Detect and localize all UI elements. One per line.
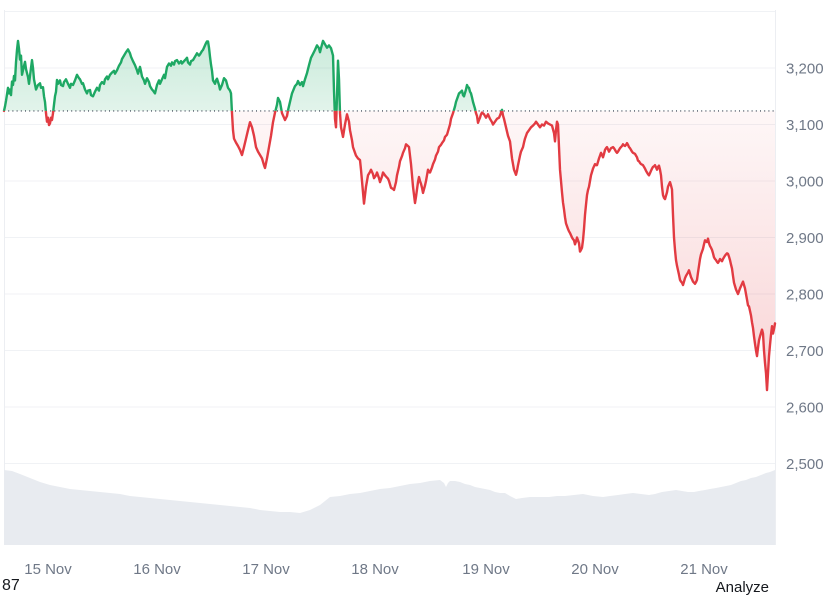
x-axis-tick-label: 15 Nov — [24, 561, 72, 578]
x-axis-tick-label: 19 Nov — [462, 561, 510, 578]
y-axis-tick-label: 3,000 — [786, 174, 824, 191]
price-line-down — [2, 110, 777, 392]
y-axis-tick-label: 2,800 — [786, 287, 824, 304]
x-axis-tick-label: 17 Nov — [242, 561, 290, 578]
x-axis-tick-label: 16 Nov — [133, 561, 181, 578]
x-axis-tick-label: 18 Nov — [351, 561, 399, 578]
y-axis-tick-label: 3,200 — [786, 61, 824, 78]
area-below-baseline — [45, 110, 775, 391]
x-axis-tick-label: 20 Nov — [571, 561, 619, 578]
y-axis-tick-label: 2,900 — [786, 230, 824, 247]
y-axis-tick-label: 2,600 — [786, 400, 824, 417]
price-line-up — [2, 39, 504, 111]
y-axis-tick-label: 3,100 — [786, 117, 824, 134]
x-axis-tick-label: 21 Nov — [680, 561, 728, 578]
page-counter: 87 — [2, 577, 20, 594]
analyze-link[interactable]: Analyze — [715, 579, 769, 596]
y-axis-tick-label: 2,700 — [786, 343, 824, 360]
y-axis-tick-label: 2,500 — [786, 456, 824, 473]
volume-silhouette — [4, 470, 775, 545]
area-above-baseline — [4, 40, 775, 111]
